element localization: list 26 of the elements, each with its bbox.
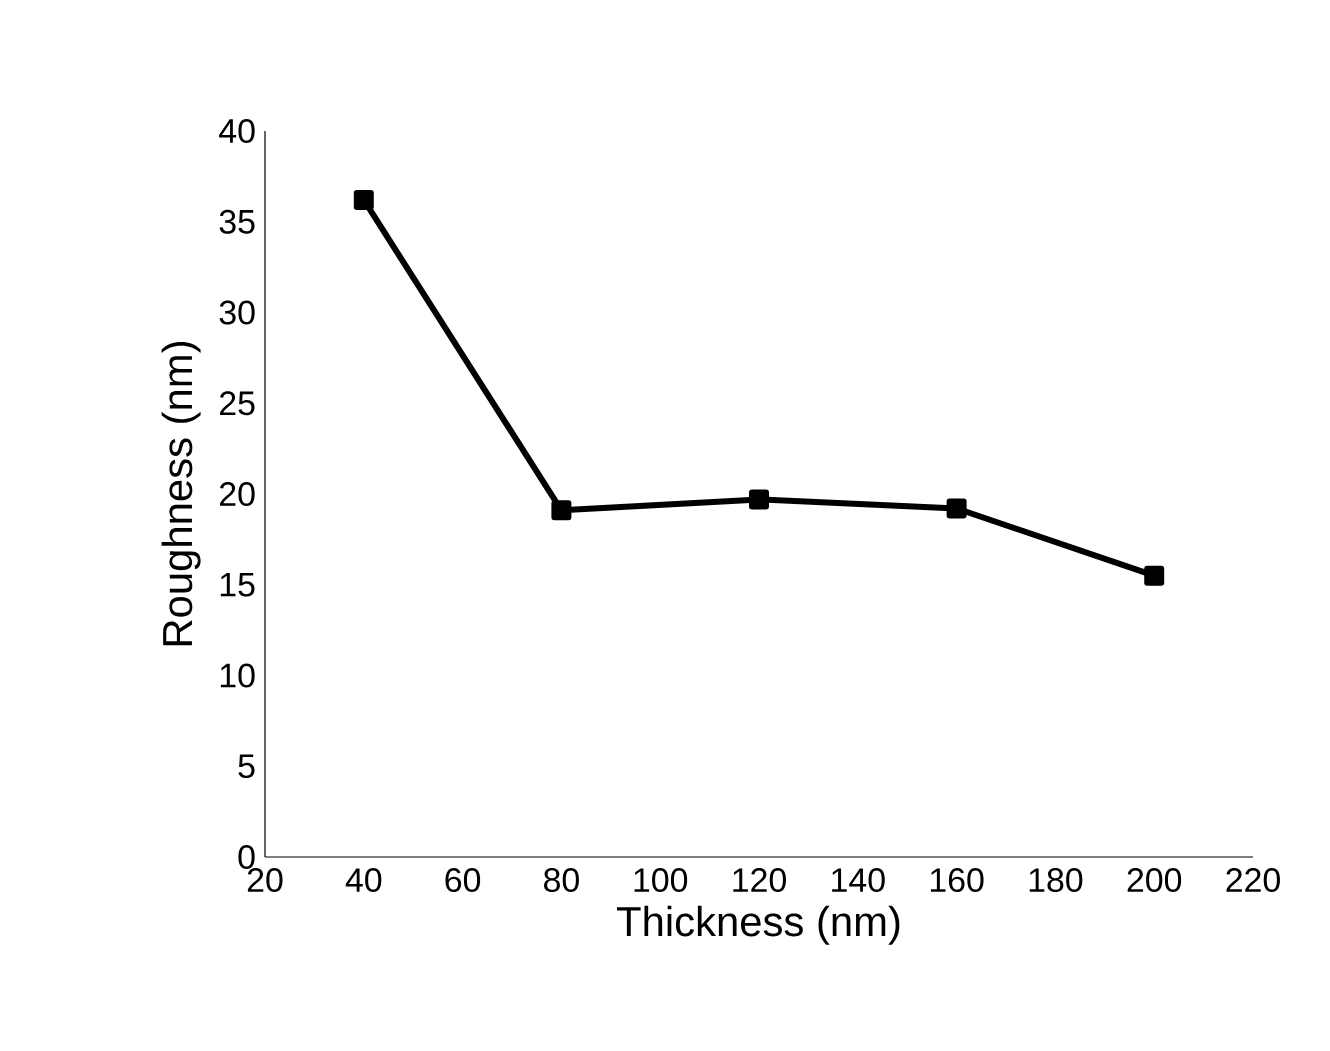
y-tick-label: 40 xyxy=(219,119,255,143)
y-tick-label: 15 xyxy=(220,572,255,597)
point xyxy=(946,498,967,519)
point xyxy=(353,189,374,210)
y-tick-label: 5 xyxy=(238,754,255,779)
x-tick-label: 180 xyxy=(1029,868,1083,893)
y-tick-label: 10 xyxy=(220,663,255,688)
x-tick-label: 120 xyxy=(733,868,786,893)
point xyxy=(749,489,770,510)
x-axis-title: Thickness (nm) xyxy=(616,905,900,945)
x-tick-label: 160 xyxy=(930,868,984,893)
point xyxy=(551,500,572,521)
x-tick-label: 220 xyxy=(1226,868,1280,893)
y-tick-label: 0 xyxy=(238,845,255,869)
x-tick-label: 60 xyxy=(445,868,481,893)
y-tick-label: 30 xyxy=(219,300,255,325)
x-tick-label: 80 xyxy=(544,868,579,893)
x-tick-label: 200 xyxy=(1127,868,1182,893)
point xyxy=(1144,565,1165,586)
x-tick-label: 40 xyxy=(345,868,382,893)
x-tick-label: 100 xyxy=(634,868,688,893)
y-tick-label: 35 xyxy=(219,209,255,234)
y-axis-title: Roughness (nm) xyxy=(161,342,201,646)
y-tick-label: 25 xyxy=(220,391,255,416)
y-tick-label: 20 xyxy=(220,482,255,506)
x-tick-label: 140 xyxy=(832,868,885,893)
